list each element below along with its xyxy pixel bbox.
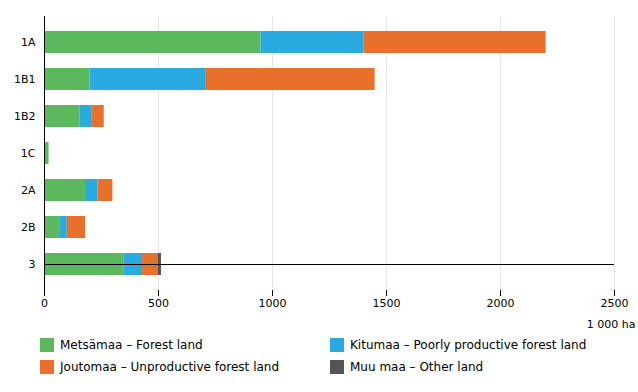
svg-text:2B: 2B <box>21 221 36 234</box>
svg-text:1500: 1500 <box>373 297 401 310</box>
svg-text:2A: 2A <box>21 184 36 197</box>
svg-text:3: 3 <box>29 258 36 271</box>
svg-text:1 000 ha: 1 000 ha <box>587 318 636 331</box>
html-text:Joutomaa – Unproductive forest: Joutomaa – Unproductive forest land <box>60 360 279 374</box>
svg-text:2000: 2000 <box>487 297 515 310</box>
html-text:Muu maa – Other land: Muu maa – Other land <box>350 360 484 374</box>
svg-text:1B1: 1B1 <box>14 73 36 86</box>
svg-text:1B2: 1B2 <box>14 110 36 123</box>
svg-text:0: 0 <box>41 297 48 310</box>
html-text:Metsämaa – Forest land: Metsämaa – Forest land <box>60 338 203 352</box>
svg-text:2500: 2500 <box>601 297 629 310</box>
svg-text:500: 500 <box>148 297 169 310</box>
html-text:Kitumaa – Poorly productive fo: Kitumaa – Poorly productive forest land <box>350 338 587 352</box>
svg-text:1C: 1C <box>21 147 36 160</box>
svg-text:1A: 1A <box>21 36 36 49</box>
svg-text:1000: 1000 <box>259 297 287 310</box>
